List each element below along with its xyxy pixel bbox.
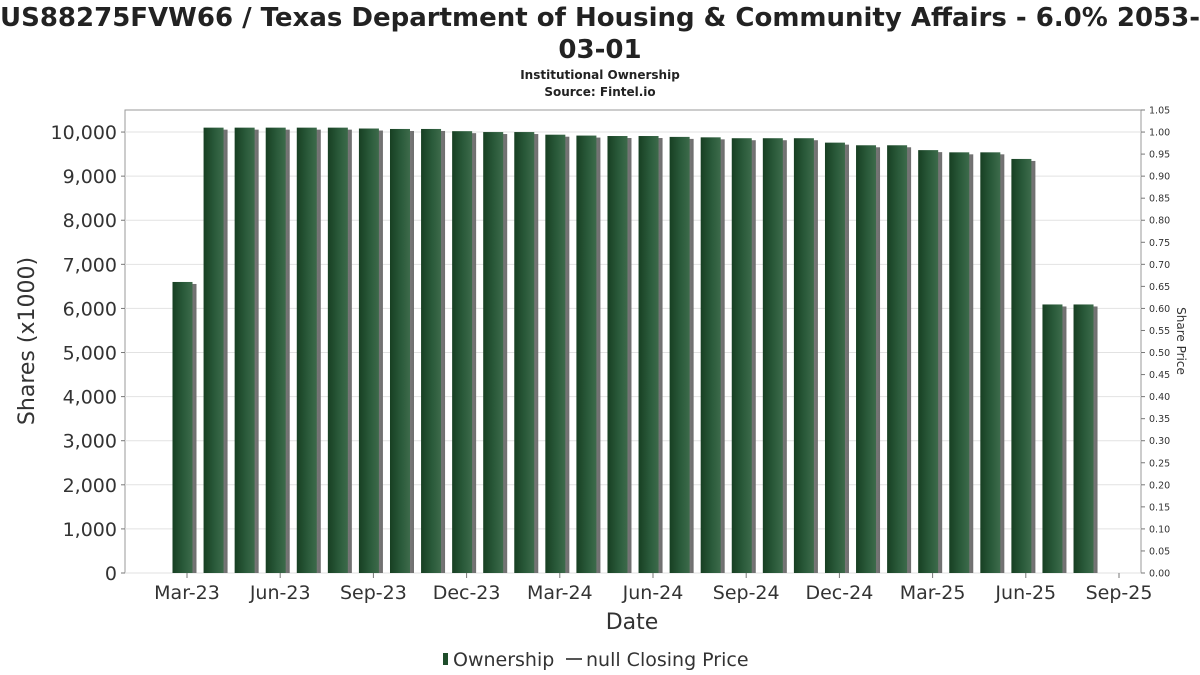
bar [234,127,255,573]
bar [856,145,877,573]
y2-tick-label: 0.50 [1149,348,1170,359]
y-axis-label: Shares (x1000) [15,257,40,425]
y2-tick-label: 0.05 [1149,546,1170,557]
bar [762,138,783,573]
y-tick-label: 6,000 [63,298,117,320]
y-tick-label: 5,000 [63,343,117,365]
y2-tick-label: 0.65 [1149,282,1170,293]
chart-subtitle-1: Institutional Ownership [520,68,680,82]
bar [514,132,535,574]
y-tick-label: 4,000 [63,387,117,409]
y2-tick-label: 0.80 [1149,216,1170,227]
bar [793,138,814,573]
y2-tick-label: 0.25 [1149,458,1170,469]
y2-tick-label: 0.55 [1149,326,1170,337]
bar [576,135,597,573]
y-tick-label: 10,000 [51,122,117,144]
bar [669,136,690,573]
x-tick-label: Sep-25 [1086,582,1153,604]
bar [421,128,442,574]
y2-tick-label: 0.10 [1149,524,1170,535]
y2-tick-label: 1.00 [1149,128,1170,139]
bar [172,281,193,573]
x-tick-label: Jun-23 [249,582,311,604]
y2-tick-label: 0.30 [1149,436,1170,447]
bar [731,138,752,573]
bar [358,128,379,573]
bar [483,132,504,574]
chart-subtitle-2: Source: Fintel.io [544,85,656,99]
x-tick-label: Jun-24 [622,582,684,604]
y2-tick-label: 0.90 [1149,172,1170,183]
x-axis-label: Date [606,610,659,635]
legend-ownership-label: Ownership [453,649,554,671]
y-tick-label: 8,000 [63,210,117,232]
bar [918,150,939,574]
y2-tick-label: 0.85 [1149,194,1170,205]
x-tick-label: Jun-25 [994,582,1056,604]
y-tick-label: 9,000 [63,166,117,188]
bar [887,145,908,573]
bar [607,136,628,574]
bar [980,152,1001,573]
y2-tick-label: 0.20 [1149,480,1170,491]
x-tick-label: Mar-24 [527,582,593,604]
bar [389,128,410,574]
y-tick-label: 0 [105,563,117,585]
y-tick-label: 3,000 [63,431,117,453]
bar [265,127,286,573]
y2-tick-label: 0.95 [1149,150,1170,161]
y2-tick-label: 0.40 [1149,392,1170,403]
x-tick-label: Sep-23 [340,582,407,604]
bar [452,131,473,573]
bar [949,152,970,573]
y2-axis-label: Share Price [1174,307,1188,375]
y2-tick-label: 0.75 [1149,238,1170,249]
x-tick-label: Mar-23 [154,582,220,604]
bar [700,137,721,573]
legend-ownership-swatch [443,653,448,665]
bar [296,127,317,573]
y2-tick-label: 0.35 [1149,414,1170,425]
y2-tick-label: 0.00 [1149,569,1170,580]
y-tick-label: 1,000 [63,519,117,541]
y2-tick-label: 1.05 [1149,106,1170,117]
x-tick-label: Dec-24 [805,582,873,604]
bar [824,142,845,573]
bar [1073,304,1094,573]
bar [327,127,348,573]
y2-tick-label: 0.45 [1149,370,1170,381]
bar [638,136,659,574]
legend-price-label: null Closing Price [586,649,749,671]
x-tick-label: Dec-23 [433,582,501,604]
bar [1042,304,1063,573]
y-tick-label: 7,000 [63,254,117,276]
x-tick-label: Mar-25 [900,582,966,604]
bar [545,134,566,573]
y2-tick-label: 0.15 [1149,502,1170,513]
y2-tick-label: 0.70 [1149,260,1170,271]
y-tick-label: 2,000 [63,475,117,497]
x-tick-label: Sep-24 [713,582,780,604]
bar [1011,158,1032,573]
bar [203,127,224,573]
y2-tick-label: 0.60 [1149,304,1170,315]
chart-title: US88275FVW66 / Texas Department of Housi… [0,3,1200,65]
